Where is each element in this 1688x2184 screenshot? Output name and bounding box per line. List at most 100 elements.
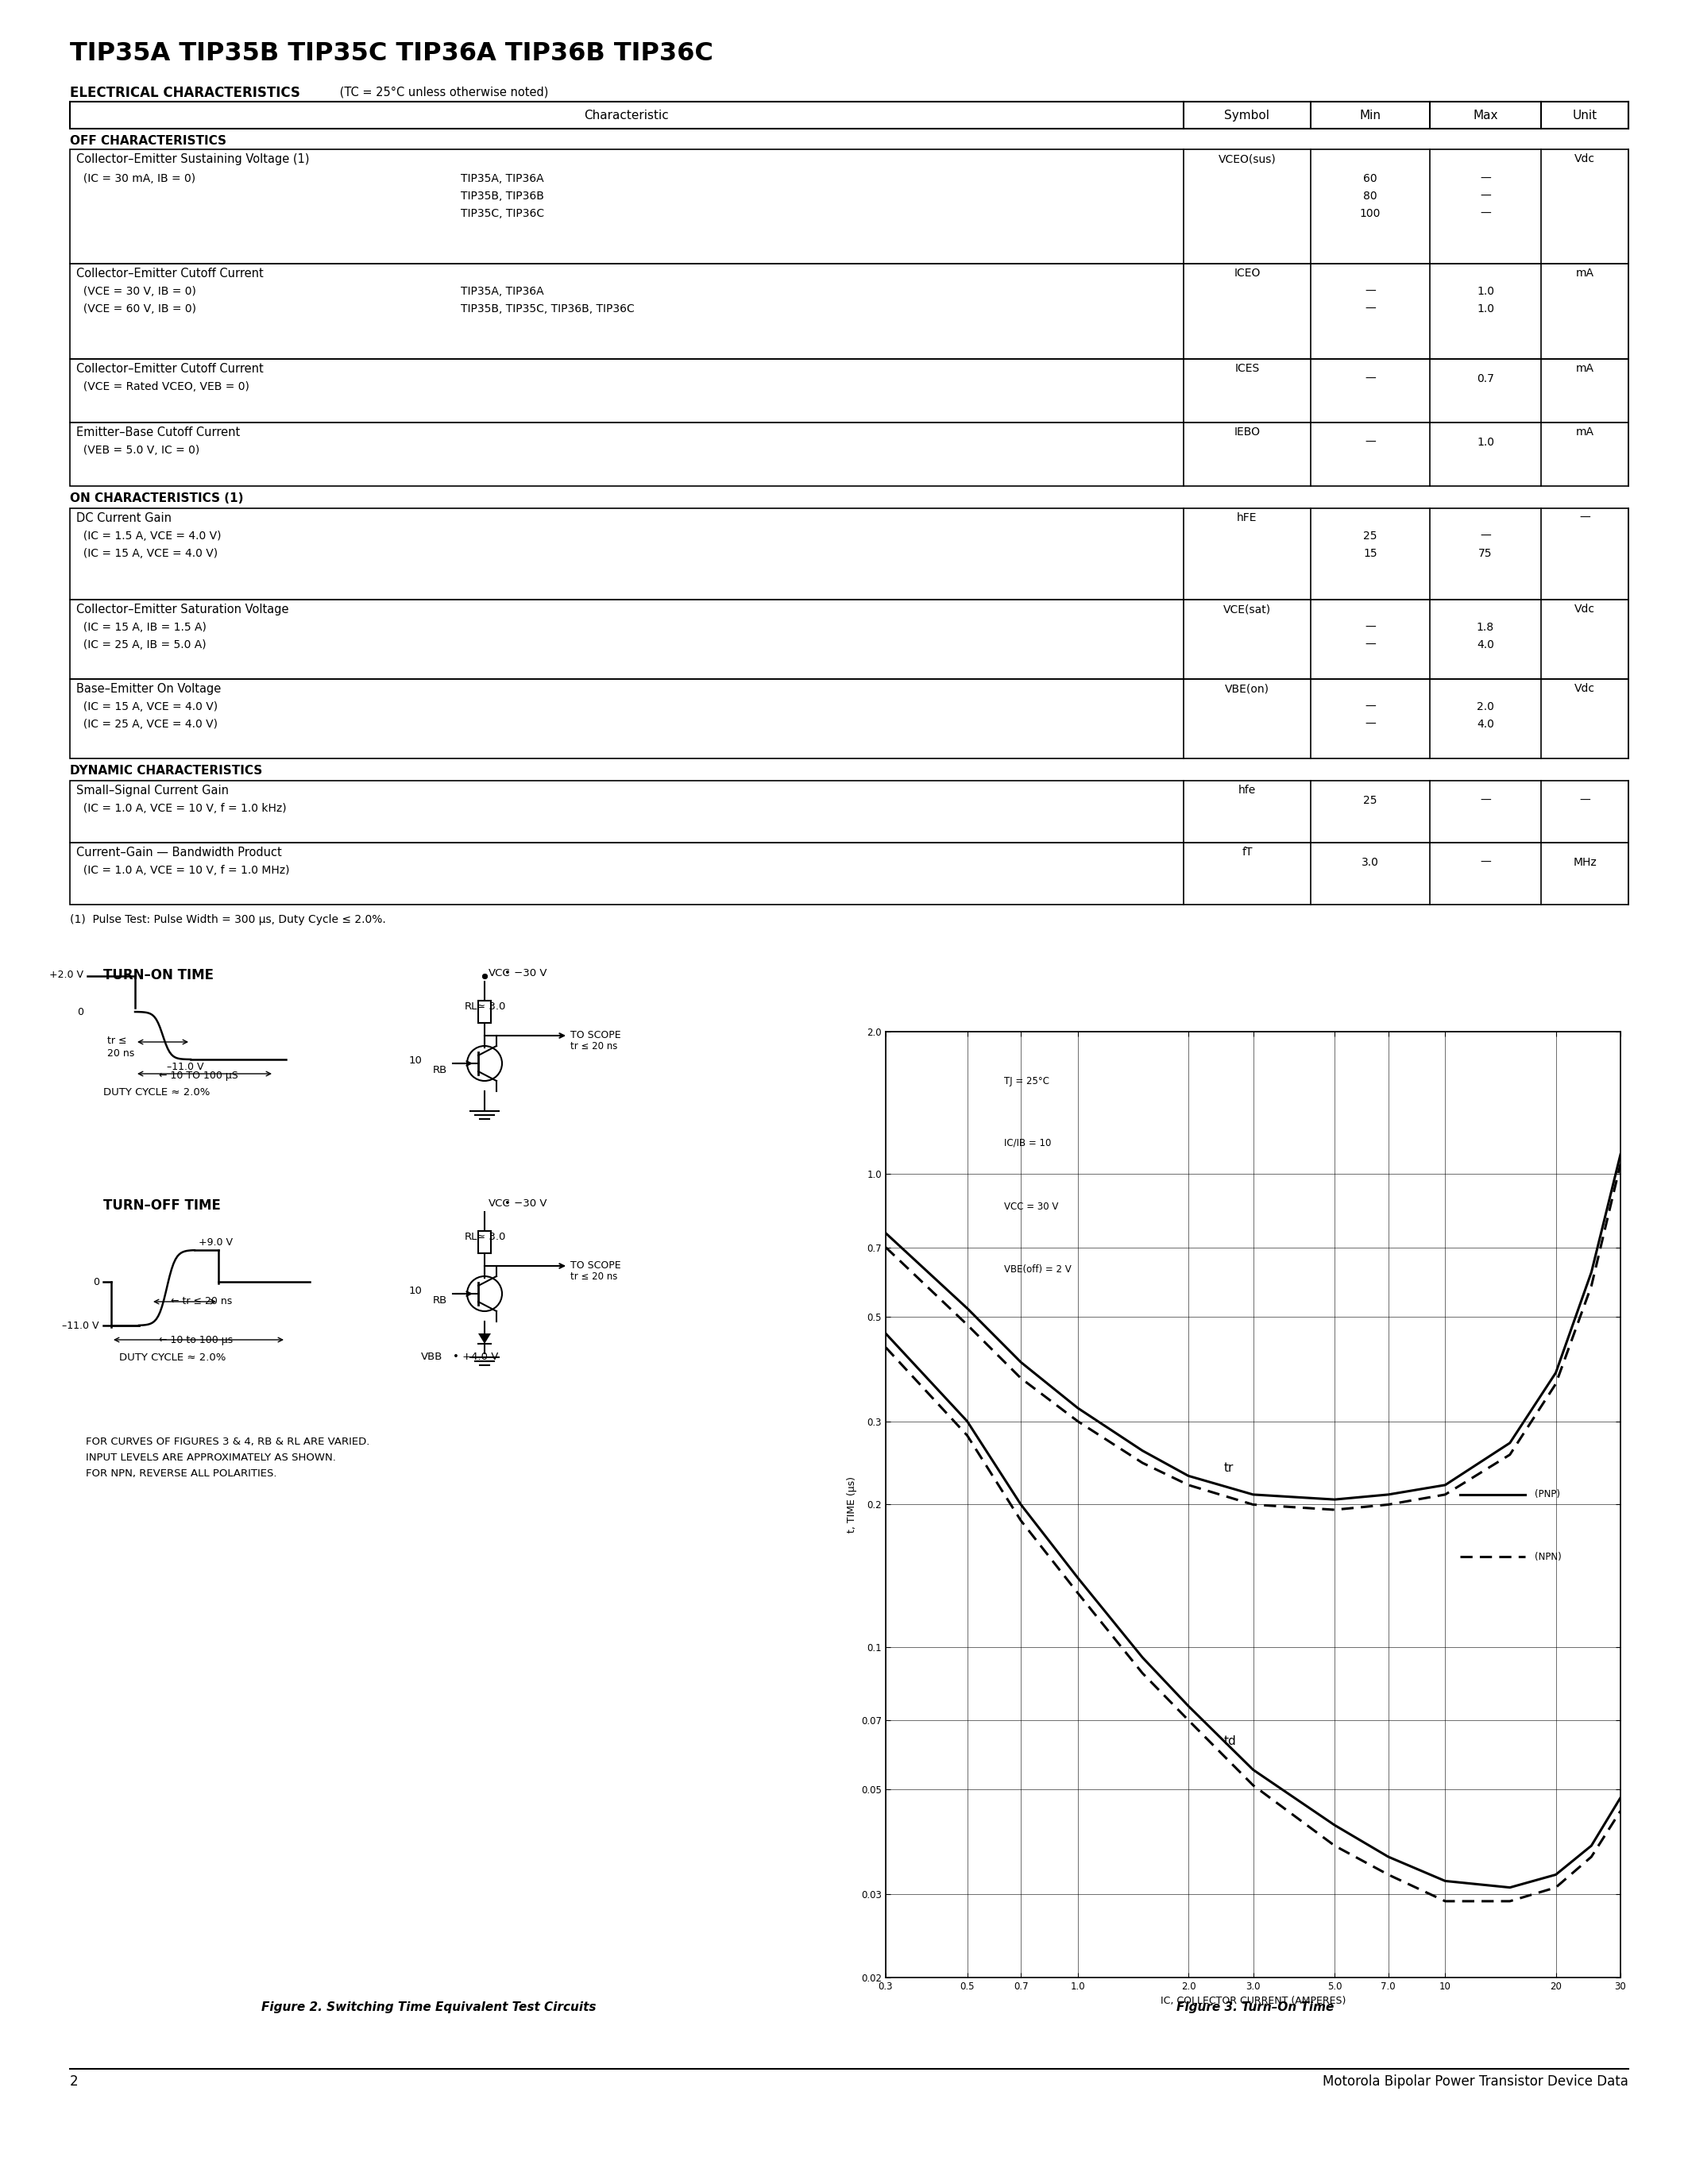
Text: RB: RB [432,1295,447,1306]
Text: Motorola Bipolar Power Transistor Device Data: Motorola Bipolar Power Transistor Device… [1323,2075,1629,2088]
Text: 15: 15 [1364,548,1377,559]
Text: TURN–ON TIME: TURN–ON TIME [103,968,214,983]
Text: Max: Max [1474,109,1497,120]
Text: (VCE = 60 V, IB = 0): (VCE = 60 V, IB = 0) [76,304,196,314]
Text: Collector–Emitter Sustaining Voltage (1): Collector–Emitter Sustaining Voltage (1) [76,153,309,166]
Text: 75: 75 [1479,548,1492,559]
Text: Figure 3. Turn–On Time: Figure 3. Turn–On Time [1177,2001,1334,2014]
Text: —: — [1366,640,1376,651]
Text: Min: Min [1359,109,1381,120]
Text: td: td [1224,1736,1237,1747]
Text: RL: RL [464,1232,478,1243]
Text: (VCE = 30 V, IB = 0): (VCE = 30 V, IB = 0) [76,286,196,297]
Text: —: — [1480,531,1491,542]
Text: +2.0 V: +2.0 V [49,970,83,981]
Text: —: — [1366,373,1376,384]
Bar [69,103,1629,129]
Text: Collector–Emitter Cutoff Current: Collector–Emitter Cutoff Current [76,269,263,280]
Bar [69,149,1629,264]
Text: IEBO: IEBO [1234,426,1261,437]
Text: ICEO: ICEO [1234,269,1261,280]
Text: Vdc: Vdc [1575,684,1595,695]
Text: 10: 10 [408,1055,422,1066]
Bar [478,1232,491,1254]
Text: Collector–Emitter Saturation Voltage: Collector–Emitter Saturation Voltage [76,603,289,616]
Text: FOR NPN, REVERSE ALL POLARITIES.: FOR NPN, REVERSE ALL POLARITIES. [86,1468,277,1479]
Text: TIP35A, TIP36A: TIP35A, TIP36A [461,173,544,183]
Bar [69,509,1629,601]
Text: (IC = 15 A, IB = 1.5 A): (IC = 15 A, IB = 1.5 A) [76,622,206,633]
Text: 100: 100 [1361,207,1381,218]
Text: VCC = 30 V: VCC = 30 V [1004,1201,1058,1212]
Text: VCE(sat): VCE(sat) [1224,603,1271,614]
Text: VBE(on): VBE(on) [1225,684,1269,695]
Text: (VCE = Rated VCEO, VEB = 0): (VCE = Rated VCEO, VEB = 0) [76,382,250,393]
Text: Vdc: Vdc [1575,153,1595,164]
Text: (IC = 30 mA, IB = 0): (IC = 30 mA, IB = 0) [76,173,196,183]
Text: • −30 V: • −30 V [505,968,547,978]
Text: VBB: VBB [420,1352,442,1363]
Bar [69,264,1629,358]
Text: (IC = 1.5 A, VCE = 4.0 V): (IC = 1.5 A, VCE = 4.0 V) [76,531,221,542]
Text: mA: mA [1575,426,1593,437]
Text: RB: RB [432,1066,447,1075]
Text: (IC = 25 A, VCE = 4.0 V): (IC = 25 A, VCE = 4.0 V) [76,719,218,729]
Text: (IC = 15 A, VCE = 4.0 V): (IC = 15 A, VCE = 4.0 V) [76,548,218,559]
Bar [69,422,1629,487]
Text: fT: fT [1242,847,1252,858]
Text: 3.0: 3.0 [1362,856,1379,867]
Text: ON CHARACTERISTICS (1): ON CHARACTERISTICS (1) [69,491,243,505]
Text: 80: 80 [1364,190,1377,201]
Text: TIP35B, TIP36B: TIP35B, TIP36B [461,190,544,201]
Bar [69,679,1629,758]
Text: 1.0: 1.0 [1477,437,1494,448]
Text: VCC: VCC [488,968,510,978]
Text: (IC = 1.0 A, VCE = 10 V, f = 1.0 kHz): (IC = 1.0 A, VCE = 10 V, f = 1.0 kHz) [76,804,287,815]
Text: 4.0: 4.0 [1477,640,1494,651]
Text: 20 ns: 20 ns [108,1048,135,1059]
Bar [478,1000,491,1022]
Text: • +4.0 V: • +4.0 V [452,1352,498,1363]
Text: TIP35C, TIP36C: TIP35C, TIP36C [461,207,544,218]
Text: OFF CHARACTERISTICS: OFF CHARACTERISTICS [69,135,226,146]
Text: (IC = 1.0 A, VCE = 10 V, f = 1.0 MHz): (IC = 1.0 A, VCE = 10 V, f = 1.0 MHz) [76,865,290,876]
Text: ICES: ICES [1234,363,1259,373]
Text: 2.0: 2.0 [1477,701,1494,712]
Text: 0: 0 [78,1007,83,1018]
Text: Emitter–Base Cutoff Current: Emitter–Base Cutoff Current [76,426,240,439]
Text: –11.0 V: –11.0 V [62,1321,100,1330]
Text: TO SCOPE: TO SCOPE [571,1031,621,1040]
Text: ← tr ≤ 20 ns: ← tr ≤ 20 ns [170,1295,233,1306]
Text: (VEB = 5.0 V, IC = 0): (VEB = 5.0 V, IC = 0) [76,446,199,456]
Text: Current–Gain — Bandwidth Product: Current–Gain — Bandwidth Product [76,847,282,858]
Text: tr ≤ 20 ns: tr ≤ 20 ns [571,1271,618,1282]
Text: Collector–Emitter Cutoff Current: Collector–Emitter Cutoff Current [76,363,263,376]
Text: • −30 V: • −30 V [505,1199,547,1208]
Text: 60: 60 [1364,173,1377,183]
Text: —: — [1580,513,1590,524]
Text: Figure 2. Switching Time Equivalent Test Circuits: Figure 2. Switching Time Equivalent Test… [262,2001,596,2014]
Text: tr ≤ 20 ns: tr ≤ 20 ns [571,1042,618,1051]
Text: DC Current Gain: DC Current Gain [76,513,172,524]
Text: hfe: hfe [1239,784,1256,795]
Text: DUTY CYCLE ≈ 2.0%: DUTY CYCLE ≈ 2.0% [103,1088,209,1099]
Text: Small–Signal Current Gain: Small–Signal Current Gain [76,784,230,797]
Text: VBE(off) = 2 V: VBE(off) = 2 V [1004,1265,1072,1275]
X-axis label: IC, COLLECTOR CURRENT (AMPERES): IC, COLLECTOR CURRENT (AMPERES) [1160,1996,1345,2007]
Text: ← 10 TO 100 μS: ← 10 TO 100 μS [159,1070,238,1081]
Text: (1)  Pulse Test: Pulse Width = 300 μs, Duty Cycle ≤ 2.0%.: (1) Pulse Test: Pulse Width = 300 μs, Du… [69,915,387,926]
Text: (IC = 15 A, VCE = 4.0 V): (IC = 15 A, VCE = 4.0 V) [76,701,218,712]
Text: DYNAMIC CHARACTERISTICS: DYNAMIC CHARACTERISTICS [69,764,262,778]
Bar [69,780,1629,843]
Text: Symbol: Symbol [1224,109,1269,120]
Text: 25: 25 [1364,795,1377,806]
Text: —: — [1480,856,1491,867]
Text: ELECTRICAL CHARACTERISTICS: ELECTRICAL CHARACTERISTICS [69,85,300,100]
Y-axis label: t, TIME (μs): t, TIME (μs) [846,1476,858,1533]
Text: (NPN): (NPN) [1534,1553,1561,1562]
Text: —: — [1366,719,1376,729]
Polygon shape [478,1334,491,1343]
Text: 0.7: 0.7 [1477,373,1494,384]
Text: 25: 25 [1364,531,1377,542]
Text: —: — [1366,304,1376,314]
